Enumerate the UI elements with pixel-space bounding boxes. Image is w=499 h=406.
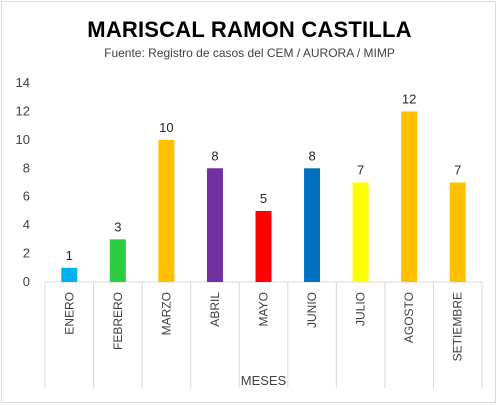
- bar: [109, 239, 126, 282]
- y-tick-label: 0: [23, 274, 30, 289]
- bar: [401, 111, 418, 282]
- y-tick-label: 14: [16, 75, 30, 90]
- chart-subtitle: Fuente: Registro de casos del CEM / AURO…: [104, 46, 395, 60]
- bar: [158, 139, 175, 282]
- y-tick-label: 12: [16, 103, 30, 118]
- bar: [61, 267, 78, 282]
- bar: [449, 182, 466, 282]
- data-label: 3: [114, 219, 121, 234]
- x-tick-label: MAYO: [257, 292, 271, 326]
- data-label: 7: [357, 163, 364, 178]
- chart-title: MARISCAL RAMON CASTILLA: [87, 17, 412, 42]
- data-label: 10: [159, 120, 173, 135]
- x-tick-label: FEBRERO: [111, 292, 125, 350]
- x-axis-title: MESES: [241, 373, 287, 388]
- data-label: 12: [402, 91, 416, 106]
- data-label: 8: [308, 148, 315, 163]
- bar: [304, 168, 321, 282]
- data-label: 1: [66, 248, 73, 263]
- x-tick-label: SETIEMBRE: [451, 292, 465, 361]
- data-label: 7: [454, 163, 461, 178]
- y-tick-label: 4: [23, 217, 30, 232]
- bar: [352, 182, 369, 282]
- data-label: 8: [211, 148, 218, 163]
- x-tick-label: MARZO: [159, 292, 173, 335]
- bar: [255, 210, 272, 282]
- x-tick-label: JULIO: [354, 292, 368, 326]
- x-tick-label: AGOSTO: [402, 292, 416, 343]
- y-tick-label: 10: [16, 132, 30, 147]
- y-tick-label: 2: [23, 246, 30, 261]
- x-tick-label: ENERO: [62, 292, 76, 335]
- bar: [206, 168, 223, 282]
- y-tick-label: 8: [23, 160, 30, 175]
- y-tick-label: 6: [23, 189, 30, 204]
- x-tick-label: JUNIO: [305, 292, 319, 328]
- data-label: 5: [260, 191, 267, 206]
- x-tick-label: ABRIL: [208, 292, 222, 327]
